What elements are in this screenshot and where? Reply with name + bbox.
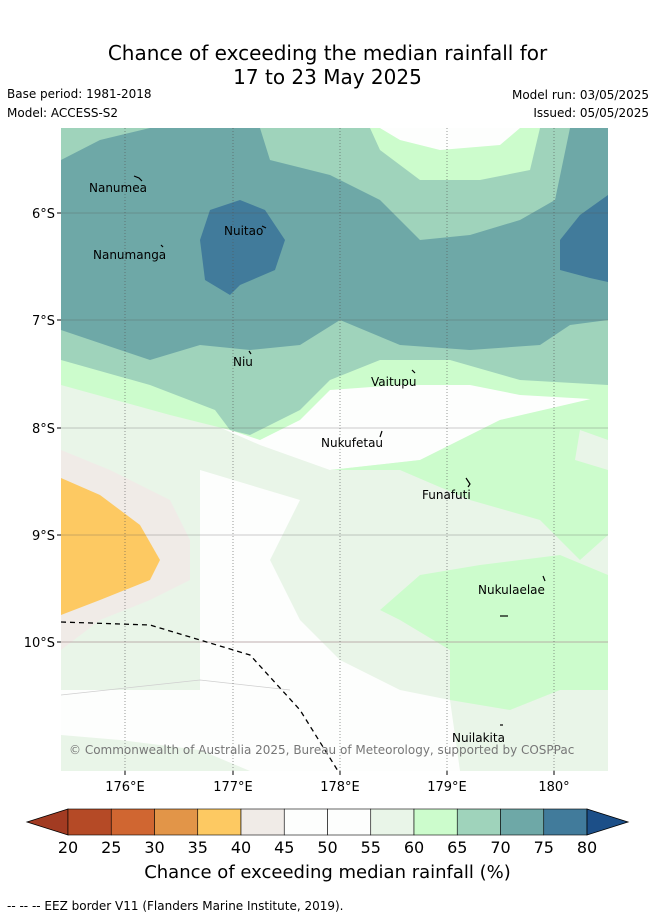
colorbar-tick-label: 40 [230,838,252,857]
colorbar-tick-label: 75 [533,838,554,857]
y-tick-label: 10°S [24,636,55,651]
colorbar-tick-label: 35 [187,838,208,857]
x-tick-label: 178°E [320,780,360,795]
colorbar-tick-label: 30 [144,838,165,857]
colorbar-tick-label: 55 [360,838,381,857]
island-label: Nukufetau [321,436,383,450]
map-title-line2: 17 to 23 May 2025 [233,65,422,89]
y-tick-label: 9°S [32,529,55,544]
colorbar-tick-label: 80 [576,838,598,857]
colorbar-extend-high [586,808,630,836]
model-run: Model run: 03/05/2025 [511,88,649,102]
y-tick-label: 8°S [32,422,55,437]
island-label: Nanumanga [93,248,166,262]
colorbar-swatch [413,808,458,836]
copyright-notice: © Commonwealth of Australia 2025, Bureau… [69,743,574,757]
map-title-line1: Chance of exceeding the median rainfall … [107,41,548,65]
colorbar-swatch [283,808,328,836]
island-label: Funafuti [422,488,471,502]
colorbar-swatch [543,808,588,836]
island-label: Nanumea [89,181,147,195]
x-tick-label: 177°E [213,780,253,795]
colorbar [25,808,630,836]
eez-border [60,621,339,772]
colorbar-swatch [327,808,372,836]
colorbar-tick-label: 45 [274,838,295,857]
map-gridlines [124,128,555,771]
colorbar-swatch [456,808,501,836]
colorbar-swatch [370,808,415,836]
colorbar-swatch [110,808,155,836]
colorbar-extend-low [25,808,69,836]
colorbar-swatch [500,808,545,836]
x-tick-label: 179°E [427,780,467,795]
island-label: Niu [233,355,253,369]
base-period: Base period: 1981-2018 [7,87,152,101]
colorbar-swatch [67,808,112,836]
colorbar-tick-label: 65 [447,838,468,857]
x-tick-label: 180° [538,780,569,795]
colorbar-swatch [240,808,285,836]
colorbar-tick-label: 50 [317,838,338,857]
issued-date: Issued: 05/05/2025 [533,106,649,120]
model-name: Model: ACCESS-S2 [7,106,119,120]
colorbar-label: Chance of exceeding median rainfall (%) [144,862,511,883]
island-label: Nuitao [224,224,263,238]
island-label: Nukulaelae [478,583,545,597]
colorbar-tick-label: 70 [490,838,511,857]
island-label: Vaitupu [371,375,417,389]
y-tick-label: 6°S [32,207,55,222]
colorbar-tick-label: 60 [403,838,425,857]
island-label: Nuilakita [452,731,505,745]
eez-legend-note: -- -- -- EEZ border V11 (Flanders Marine… [7,899,344,913]
colorbar-swatch [154,808,199,836]
colorbar-tick-label: 20 [57,838,79,857]
x-tick-label: 176°E [105,780,145,795]
map-contours [61,128,608,771]
island-shapes [133,175,546,726]
y-tick-label: 7°S [32,314,55,329]
colorbar-tick-label: 25 [101,838,122,857]
colorbar-swatch [197,808,242,836]
